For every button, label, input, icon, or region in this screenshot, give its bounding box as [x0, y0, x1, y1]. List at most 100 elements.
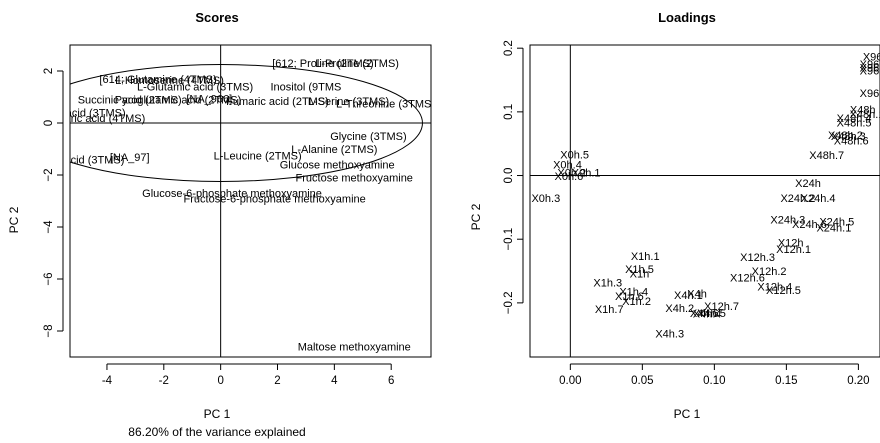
scores-y-tick-label: 0 [43, 120, 55, 126]
scores-point-label: [614; Glutamine (4TMS) [99, 74, 216, 86]
loadings-point-label: X24h.4 [801, 193, 836, 205]
loadings-point-label: X12h.5 [766, 285, 801, 297]
loadings-point-label: X48h.4 [837, 113, 872, 125]
scores-y-axis-label: PC 2 [7, 206, 21, 233]
loadings-point-label: X24h.1 [816, 223, 851, 235]
loadings-x-tick-label: 0.00 [559, 375, 581, 387]
scores-x-tick-label: 0 [217, 375, 223, 387]
scores-point-label: Lactic acid (3TMS) [33, 154, 125, 166]
loadings-point-label: X48h.3 [831, 131, 866, 143]
loadings-y-axis-label: PC 2 [469, 203, 483, 230]
loadings-point-label: X0h.3 [531, 193, 560, 205]
loadings-chart: Loadings PC 1 PC 2 X0h.5X0h.4X0h.2X0h.1X… [469, 10, 880, 421]
scores-point-label: L-Homoserine (4TMS) [115, 75, 224, 87]
scores-point-label: L-Serine (3TMS) [308, 96, 389, 108]
scores-title: Scores [195, 10, 238, 25]
scores-y-tick-label: −4 [43, 220, 55, 234]
scores-confidence-ellipse [70, 64, 423, 182]
loadings-x-tick-label: 0.15 [775, 375, 797, 387]
scores-point-label: L-Glutamic acid (3TMS) [137, 82, 253, 94]
loadings-point-label: X12h [778, 237, 804, 249]
loadings-point-label: X1h.5 [625, 264, 654, 276]
loadings-point-label: X1h.3 [593, 278, 622, 290]
loadings-title: Loadings [658, 10, 716, 25]
loadings-point-label: X96h.2 [860, 62, 880, 74]
loadings-point-label: X0h.5 [560, 150, 589, 162]
scores-x-axis-label: PC 1 [204, 407, 231, 421]
loadings-point-label: X0h.2 [557, 167, 586, 179]
scores-plot-area: [612; Proline (2TMS)L-Proline (2TMS) [614… [33, 45, 435, 357]
scores-x-tick-label: 2 [274, 375, 280, 387]
scores-point-label: Succinic acid (2TMS) [78, 95, 182, 107]
scores-point-label: Fructose-6-phosphate methoxyamine [184, 193, 366, 205]
loadings-y-tick-label: 0.2 [503, 40, 515, 56]
loadings-point-label: X12h.3 [740, 252, 775, 264]
scores-x-tick-label: -4 [102, 375, 113, 387]
loadings-point-label: X1h.1 [631, 251, 660, 263]
loadings-point-label: X1h.2 [622, 296, 651, 308]
loadings-point-label: X4h.6 [690, 308, 719, 320]
loadings-y-axis: −0.2 −0.1 0.0 0.1 0.2 [503, 40, 524, 315]
scores-variance-caption: 86.20% of the variance explained [128, 425, 305, 439]
loadings-point-label: X0h.4 [553, 160, 582, 172]
scores-point-label: L-Alanine (2TMS) [291, 144, 377, 156]
scores-point-label: Fumaric acid (2TMS) [226, 96, 329, 108]
loadings-point-label: X1h.6 [615, 291, 644, 303]
scores-y-axis: −8 −6 −4 −2 0 2 [43, 68, 64, 338]
scores-point-label: Pyroglutamic acid (2TMS) [115, 95, 242, 107]
loadings-point-label: X1h [630, 269, 650, 281]
loadings-point-label: X48h.5 [837, 118, 872, 130]
loadings-point-label: X4h [687, 288, 707, 300]
loadings-point-label: X48h.2 [828, 130, 863, 142]
scores-point-label: L-Threonine (3TMS) [336, 99, 435, 111]
scores-y-tick-label: −8 [43, 324, 55, 337]
loadings-point-label: X0h.1 [572, 167, 601, 179]
scores-y-tick-label: 2 [43, 68, 55, 74]
loadings-point-label: X12h.4 [757, 281, 792, 293]
loadings-point-label: X48h.1 [850, 109, 880, 121]
loadings-x-tick-label: 0.20 [847, 375, 869, 387]
loadings-point-label: X4h.1 [674, 290, 703, 302]
scores-x-tick-label: 4 [331, 375, 338, 387]
scores-point-label: [NA_966] [186, 93, 232, 105]
loadings-point-label: X1h.4 [619, 286, 648, 298]
scores-point-label: Malic acid (3TMS) [37, 108, 126, 120]
scores-point-label: Glycine (3TMS) [330, 131, 406, 143]
scores-chart: Scores PC 1 86.20% of the variance expla… [7, 10, 435, 439]
scores-point-label: Glucose methoxyamine [280, 160, 395, 172]
loadings-point-label: X12h.2 [752, 266, 787, 278]
loadings-point-label: X24h.5 [819, 216, 854, 228]
scores-point-label: Glucose-6-phosphate methoxyamine [142, 188, 322, 200]
loadings-point-label: X96h.3 [860, 65, 880, 77]
loadings-point-label: X12h.1 [776, 244, 811, 256]
scores-point-label: Fructose methoxyamine [296, 173, 413, 185]
loadings-point-label: X12h.6 [730, 272, 765, 284]
loadings-x-tick-label: 0.10 [703, 375, 725, 387]
scores-x-tick-label: 6 [388, 375, 394, 387]
loadings-y-tick-label: −0.2 [503, 292, 515, 315]
scores-y-tick-label: −2 [43, 168, 55, 181]
loadings-point-label: X24h.2 [780, 193, 815, 205]
loadings-point-label: X48h.7 [809, 150, 844, 162]
loadings-point-label: X4h.2 [665, 303, 694, 315]
loadings-point-label: X48h [850, 104, 876, 116]
scores-point-label: L-Leucine (2TMS) [214, 151, 302, 163]
loadings-point-label: X96h.1 [860, 59, 880, 71]
scores-point-label: [NA_97] [110, 152, 150, 164]
loadings-point-label: X4h.4 [693, 309, 722, 321]
scores-point-label: Maltose methoxyamine [298, 342, 411, 354]
loadings-point-label: X4h.5 [697, 308, 726, 320]
scores-frame [69, 44, 432, 358]
scores-point-label: L-Proline (2TMS) [315, 58, 399, 70]
loadings-point-label: X24h.6 [792, 219, 827, 231]
scores-y-tick-label: −6 [43, 272, 55, 285]
scores-point-label: Inositol (9TMS [270, 82, 341, 94]
loadings-y-tick-label: 0.1 [503, 104, 515, 120]
loadings-y-tick-label: 0.0 [503, 168, 515, 184]
loadings-point-label: X1h.7 [595, 304, 624, 316]
loadings-point-label: X48h.6 [834, 136, 869, 148]
scores-x-tick-label: -2 [159, 375, 169, 387]
loadings-point-label: X24h [795, 178, 821, 190]
scores-point-label: [612; Proline (2TMS) [272, 58, 373, 70]
